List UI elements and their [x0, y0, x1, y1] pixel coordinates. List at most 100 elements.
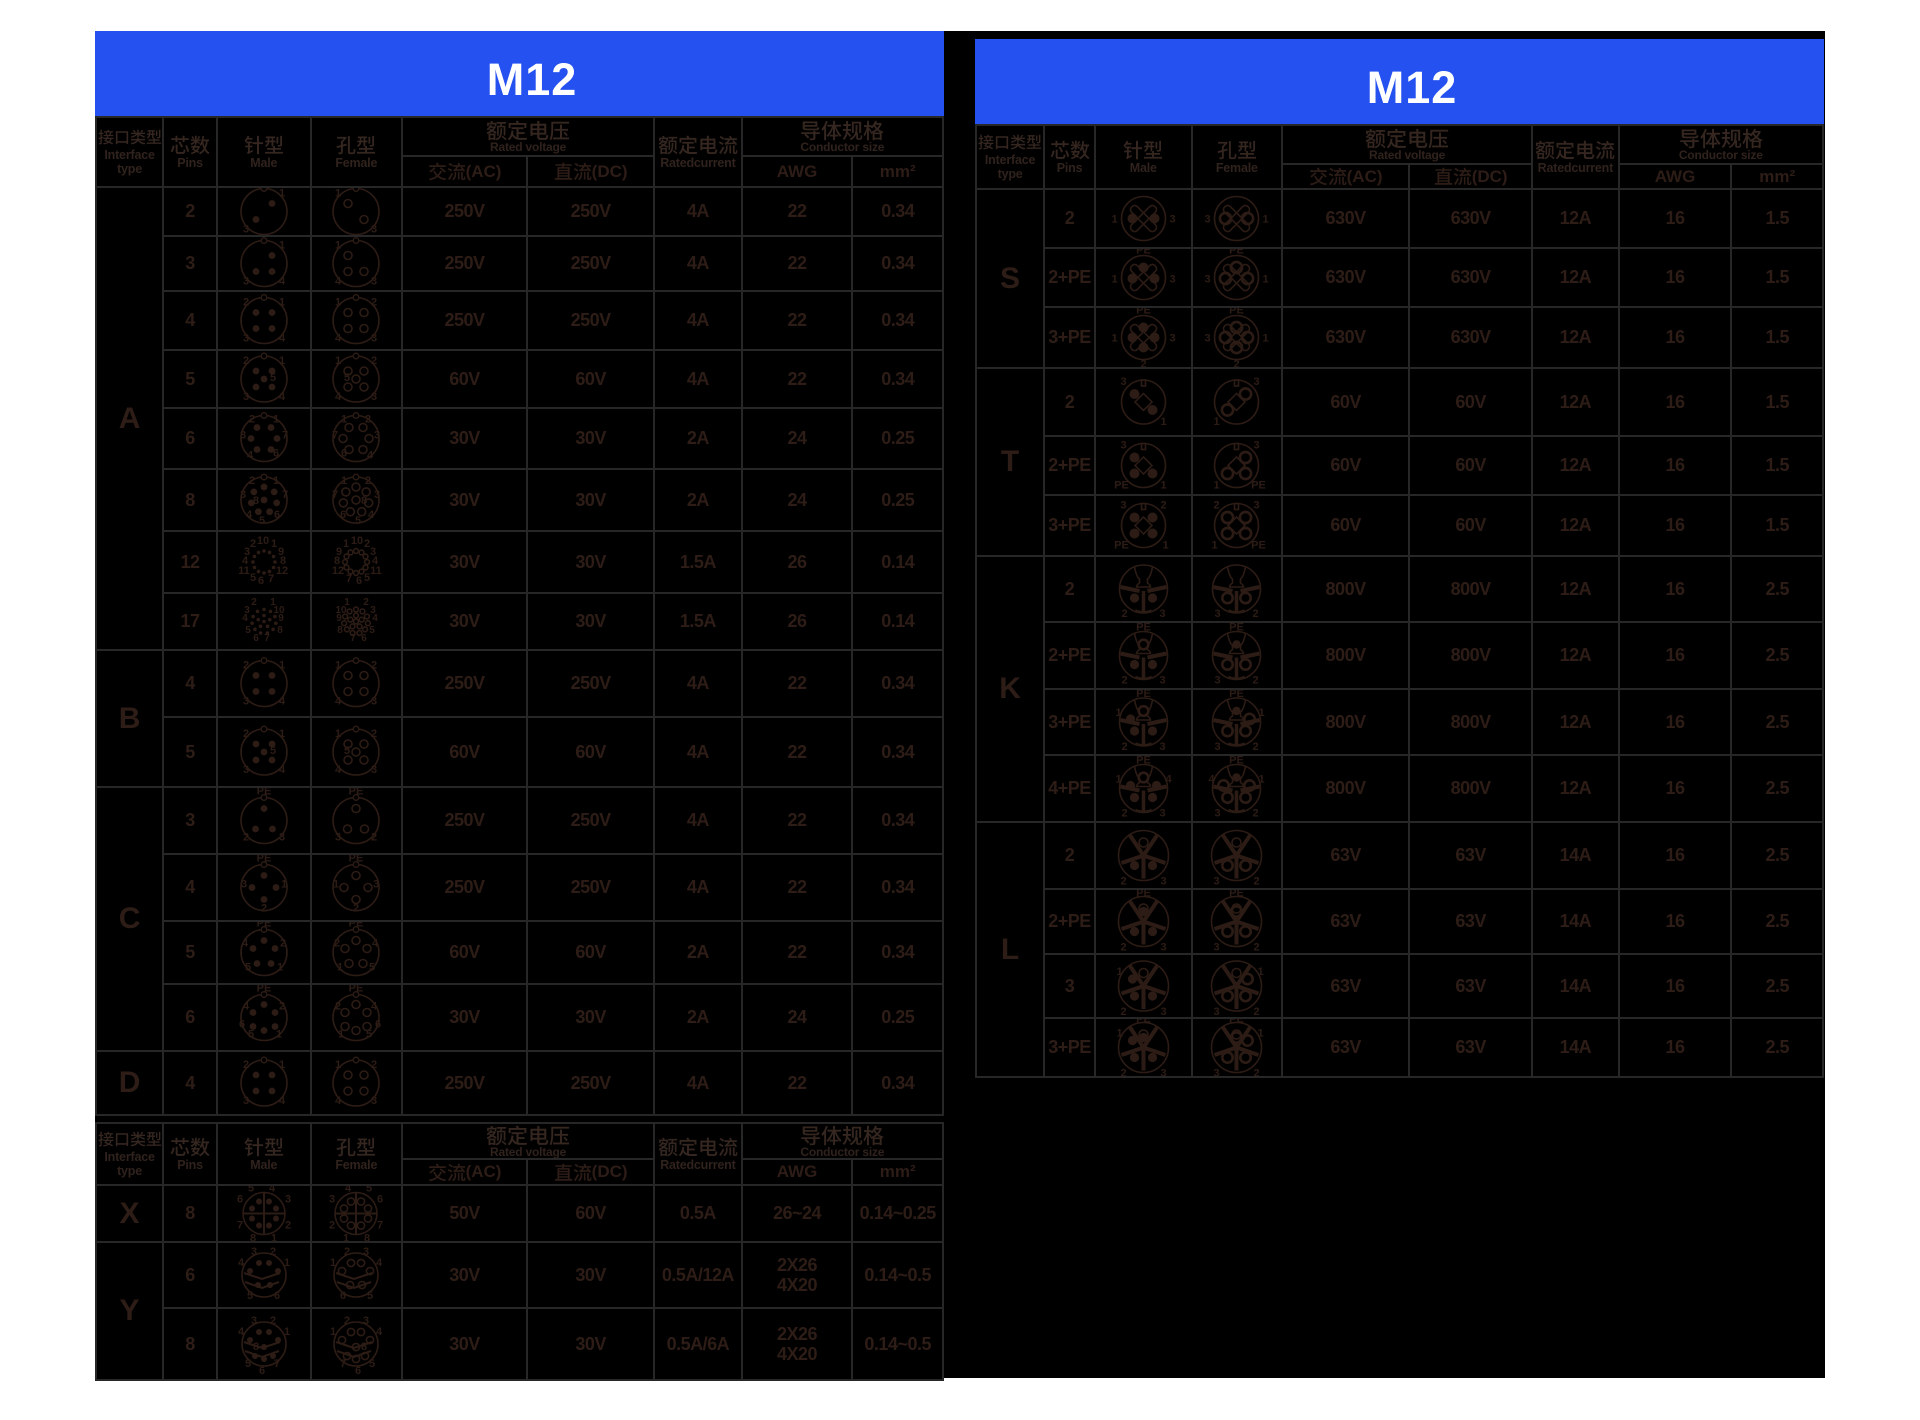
- svg-text:2: 2: [249, 475, 255, 487]
- svg-text:2: 2: [1234, 359, 1240, 368]
- svg-text:4: 4: [376, 1257, 383, 1269]
- svg-text:PE: PE: [256, 985, 271, 995]
- svg-text:5: 5: [364, 572, 370, 584]
- svg-text:2: 2: [1121, 808, 1127, 820]
- svg-text:PE: PE: [1136, 890, 1151, 900]
- svg-text:10: 10: [336, 605, 348, 616]
- svg-text:PE: PE: [1136, 1019, 1151, 1026]
- svg-text:7: 7: [264, 633, 270, 644]
- svg-text:7: 7: [350, 633, 356, 644]
- svg-text:2: 2: [243, 728, 249, 740]
- svg-text:PE: PE: [256, 855, 271, 865]
- svg-text:3: 3: [1215, 741, 1221, 753]
- svg-text:PE: PE: [1229, 623, 1244, 634]
- svg-text:1: 1: [335, 297, 341, 309]
- svg-text:PE: PE: [1229, 249, 1244, 257]
- svg-text:1: 1: [1116, 966, 1122, 978]
- svg-text:6: 6: [341, 448, 347, 460]
- svg-text:3: 3: [1254, 500, 1260, 512]
- svg-text:3: 3: [1205, 274, 1211, 286]
- svg-text:1: 1: [1259, 707, 1265, 719]
- svg-text:PE: PE: [1136, 690, 1151, 700]
- svg-text:5: 5: [366, 1186, 372, 1195]
- svg-text:5: 5: [344, 372, 350, 384]
- svg-text:3: 3: [1205, 214, 1211, 226]
- svg-text:1: 1: [1214, 480, 1220, 492]
- svg-text:5: 5: [245, 962, 251, 974]
- svg-text:PE: PE: [1114, 540, 1129, 552]
- svg-text:8: 8: [280, 555, 286, 567]
- svg-text:6: 6: [340, 1290, 346, 1302]
- svg-text:3: 3: [1214, 1006, 1220, 1017]
- svg-text:5: 5: [369, 962, 375, 974]
- svg-text:1: 1: [1160, 416, 1166, 428]
- svg-text:5: 5: [366, 1029, 372, 1041]
- svg-text:1: 1: [273, 475, 279, 487]
- svg-text:1: 1: [1111, 214, 1117, 226]
- svg-text:2: 2: [1120, 1068, 1126, 1077]
- svg-text:3: 3: [1120, 500, 1126, 512]
- svg-text:2: 2: [285, 1220, 291, 1232]
- svg-text:PE: PE: [1136, 308, 1151, 317]
- svg-text:3: 3: [1159, 675, 1165, 687]
- svg-text:4: 4: [279, 333, 286, 345]
- svg-text:6: 6: [356, 575, 362, 587]
- svg-text:4: 4: [279, 391, 286, 403]
- svg-text:3: 3: [251, 1246, 257, 1258]
- svg-text:3: 3: [285, 1194, 291, 1206]
- svg-text:1: 1: [271, 538, 277, 550]
- svg-text:4: 4: [279, 1095, 286, 1107]
- svg-text:PE: PE: [349, 855, 364, 865]
- svg-text:PE: PE: [1229, 890, 1244, 900]
- svg-text:3: 3: [1169, 274, 1175, 286]
- svg-text:3: 3: [1159, 808, 1165, 820]
- svg-text:2: 2: [329, 1220, 335, 1232]
- svg-text:1: 1: [1263, 214, 1269, 226]
- svg-text:3: 3: [243, 696, 249, 708]
- svg-text:10: 10: [257, 535, 269, 547]
- svg-text:2: 2: [243, 355, 249, 367]
- svg-text:1: 1: [335, 240, 341, 252]
- svg-text:4: 4: [335, 391, 342, 403]
- svg-text:3: 3: [244, 546, 250, 558]
- svg-text:1: 1: [1115, 707, 1121, 719]
- svg-text:5: 5: [369, 625, 375, 636]
- svg-text:PE: PE: [1136, 756, 1151, 767]
- svg-text:1: 1: [270, 597, 276, 608]
- svg-text:9: 9: [278, 613, 284, 624]
- svg-text:1: 1: [343, 1233, 349, 1242]
- svg-text:2: 2: [250, 538, 256, 550]
- svg-text:2: 2: [1253, 608, 1259, 620]
- svg-text:2: 2: [1254, 876, 1260, 888]
- svg-text:7: 7: [332, 489, 338, 501]
- svg-text:1: 1: [1258, 966, 1264, 978]
- svg-text:PE: PE: [349, 788, 364, 798]
- svg-text:3: 3: [1254, 440, 1260, 452]
- svg-text:3: 3: [371, 224, 377, 236]
- svg-text:1: 1: [284, 1257, 290, 1269]
- svg-text:1: 1: [279, 188, 285, 200]
- svg-text:1: 1: [1259, 774, 1265, 786]
- svg-text:3: 3: [335, 832, 341, 844]
- svg-text:1: 1: [341, 475, 347, 487]
- svg-text:4: 4: [246, 509, 253, 521]
- svg-text:1: 1: [335, 355, 341, 367]
- svg-text:4: 4: [269, 1186, 276, 1195]
- svg-text:3: 3: [1215, 608, 1221, 620]
- svg-text:2: 2: [335, 1001, 341, 1013]
- svg-text:5: 5: [367, 1290, 373, 1302]
- svg-text:3: 3: [1214, 876, 1220, 888]
- svg-text:4: 4: [238, 1257, 245, 1269]
- svg-text:3: 3: [370, 546, 376, 558]
- svg-text:3: 3: [243, 1095, 249, 1107]
- svg-text:2: 2: [1120, 942, 1126, 954]
- svg-text:2: 2: [1121, 741, 1127, 753]
- svg-text:1: 1: [1263, 333, 1269, 345]
- svg-text:3: 3: [371, 276, 377, 288]
- svg-text:2: 2: [1140, 359, 1146, 368]
- svg-text:1: 1: [1111, 333, 1117, 345]
- svg-text:10: 10: [273, 605, 285, 616]
- svg-text:4: 4: [345, 1186, 352, 1195]
- svg-text:2: 2: [344, 1246, 350, 1258]
- svg-text:11: 11: [238, 565, 250, 577]
